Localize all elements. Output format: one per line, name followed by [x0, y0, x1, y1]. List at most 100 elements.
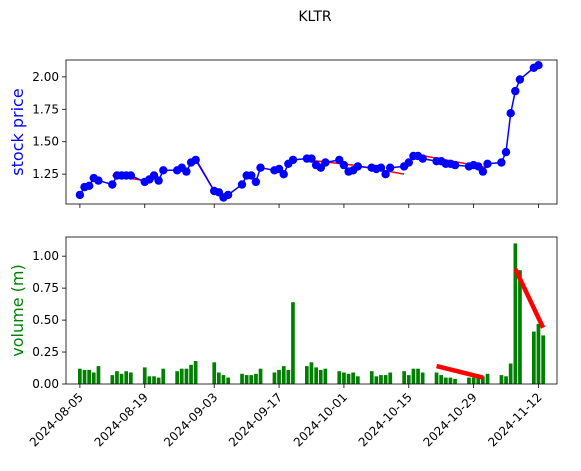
- volume-bar: [212, 362, 217, 384]
- price-point: [159, 166, 168, 175]
- price-point: [307, 154, 316, 163]
- volume-y-axis: 0.00 0.25 0.50 0.75 1.00: [32, 249, 66, 391]
- volume-bar: [152, 376, 156, 384]
- price-point: [94, 176, 103, 185]
- volume-bar: [305, 366, 309, 384]
- volume-bar: [504, 376, 508, 384]
- price-x-axis: [79, 204, 539, 208]
- volume-bar: [115, 371, 119, 384]
- volume-bar: [193, 361, 198, 384]
- price-point: [223, 190, 233, 200]
- x-tick-label: 2024-10-01: [291, 390, 350, 449]
- volume-bar: [110, 375, 115, 384]
- x-tick-label: 2024-08-19: [92, 390, 151, 449]
- volume-bar: [406, 375, 411, 384]
- x-tick-label: 2024-09-17: [226, 390, 285, 449]
- price-point: [182, 167, 191, 176]
- volume-bar: [240, 373, 244, 384]
- price-point: [418, 154, 427, 163]
- price-point: [339, 160, 349, 170]
- volume-bar: [161, 368, 166, 384]
- volume-bar: [147, 376, 152, 384]
- price-point: [450, 160, 460, 170]
- volume-bar: [346, 373, 351, 384]
- price-point: [386, 163, 395, 172]
- volume-bar: [142, 367, 147, 384]
- price-point: [247, 171, 256, 180]
- x-tick-label: 2024-11-12: [485, 390, 544, 449]
- volume-bar: [221, 375, 226, 384]
- volume-bar: [369, 371, 374, 384]
- price-point: [279, 170, 288, 179]
- volume-bar: [189, 364, 193, 384]
- volume-bar: [175, 371, 179, 384]
- price-point: [483, 159, 492, 168]
- volume-bar: [518, 270, 522, 384]
- price-point: [191, 155, 200, 165]
- price-ytick-label: 1.25: [32, 167, 59, 181]
- volume-bar: [309, 362, 314, 384]
- price-point: [154, 176, 163, 185]
- volume-bar: [323, 368, 328, 384]
- price-point: [237, 180, 247, 189]
- price-panel: stock price 1.25 1.50 1.75 2.00: [8, 59, 558, 208]
- x-tick-label: 2024-09-03: [161, 390, 220, 449]
- volume-bar: [541, 335, 545, 384]
- volume-bar: [87, 369, 91, 384]
- price-frame: [65, 59, 558, 205]
- volume-ytick-label: 0.75: [32, 281, 59, 295]
- volume-bar: [318, 369, 323, 384]
- price-point: [501, 147, 511, 157]
- volume-bar: [314, 367, 318, 384]
- volume-bar: [337, 371, 342, 384]
- price-point: [534, 60, 543, 70]
- price-point: [321, 158, 330, 167]
- price-ylabel: stock price: [8, 88, 27, 175]
- volume-bar: [508, 363, 513, 384]
- price-ytick-label: 2.00: [32, 70, 59, 84]
- price-point: [85, 181, 94, 190]
- volume-bars: [78, 243, 545, 384]
- price-ytick-label: 1.75: [32, 102, 59, 116]
- volume-bar: [476, 376, 481, 384]
- volume-ytick-label: 0.25: [32, 345, 59, 359]
- volume-panel: volume (m) 0.00 0.25 0.50 0.75 1.00 2024-08-…: [8, 236, 558, 449]
- price-point: [381, 170, 390, 179]
- volume-bar: [96, 366, 101, 384]
- volume-bar: [179, 368, 184, 384]
- price-series: [75, 60, 543, 202]
- x-tick-label: 2024-10-15: [356, 390, 415, 449]
- price-y-axis: 1.25 1.50 1.75 2.00: [32, 70, 66, 181]
- volume-bar: [439, 375, 443, 384]
- volume-bar: [281, 366, 286, 384]
- volume-bar: [444, 377, 448, 384]
- volume-bar: [226, 377, 230, 384]
- volume-bar: [374, 376, 379, 384]
- volume-bar: [351, 372, 355, 384]
- volume-bar: [416, 368, 420, 384]
- price-trend-lines: [112, 153, 488, 199]
- volume-bar: [402, 371, 406, 384]
- volume-bar: [277, 369, 281, 384]
- volume-ylabel: volume (m): [8, 264, 27, 356]
- volume-bar: [249, 375, 254, 384]
- volume-bar: [286, 369, 291, 384]
- price-point: [126, 171, 135, 180]
- price-point: [515, 75, 525, 84]
- volume-bar: [356, 376, 360, 384]
- volume-bar: [513, 243, 518, 384]
- volume-bar: [124, 371, 129, 384]
- price-point: [288, 155, 298, 165]
- price-point: [497, 158, 506, 167]
- volume-bar: [485, 373, 490, 384]
- volume-bar: [411, 368, 416, 384]
- volume-bar: [420, 372, 425, 384]
- volume-ytick-label: 0.50: [32, 313, 59, 327]
- volume-bar: [388, 372, 393, 384]
- price-point: [353, 162, 362, 171]
- volume-bar: [258, 368, 263, 384]
- volume-bar: [156, 377, 161, 384]
- price-point: [251, 177, 261, 187]
- price-point: [506, 109, 515, 118]
